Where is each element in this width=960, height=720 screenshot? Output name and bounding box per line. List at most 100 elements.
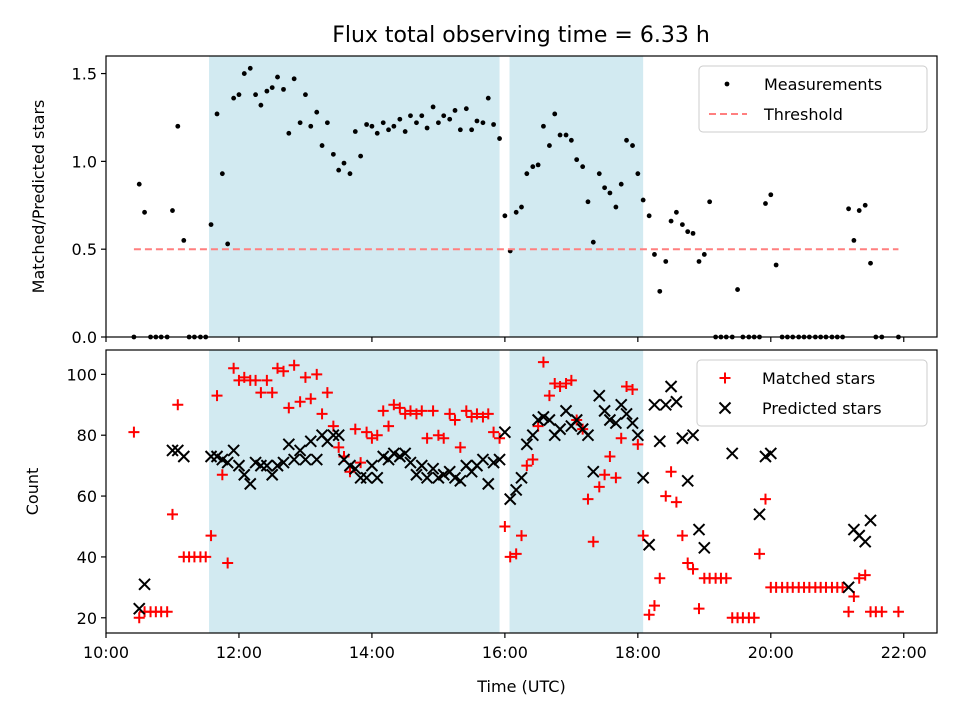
y-tick-label: 0.0 — [72, 328, 97, 347]
plot-frame — [105, 55, 938, 338]
data-point — [283, 402, 295, 414]
data-point — [421, 432, 433, 444]
data-point — [293, 444, 307, 457]
data-point — [537, 356, 549, 368]
legend-label: Measurements — [764, 75, 882, 94]
data-point — [177, 450, 190, 463]
data-point — [673, 209, 679, 215]
data-point — [764, 447, 778, 460]
data-point — [524, 171, 530, 177]
data-point — [291, 76, 297, 82]
data-point — [504, 551, 516, 563]
data-point — [449, 414, 461, 426]
data-point — [311, 368, 323, 380]
data-point — [682, 557, 694, 569]
data-point — [632, 438, 644, 450]
data-point — [436, 120, 441, 126]
y-axis-label: Matched/Predicted stars — [29, 100, 48, 294]
shaded-interval — [209, 350, 500, 633]
data-point — [214, 111, 220, 117]
data-point — [735, 287, 740, 292]
data-point — [419, 113, 425, 119]
data-point — [138, 578, 151, 591]
legend-label: Matched stars — [762, 369, 875, 388]
data-point — [541, 123, 546, 129]
data-point — [349, 423, 361, 435]
data-point — [277, 456, 290, 469]
data-point — [172, 399, 184, 411]
data-point — [530, 164, 536, 170]
data-point — [408, 113, 413, 119]
series-matched-stars — [128, 356, 904, 624]
data-point — [352, 129, 358, 134]
data-point — [630, 143, 635, 148]
data-point — [211, 390, 223, 402]
data-point — [664, 380, 678, 393]
data-point — [327, 428, 340, 442]
data-point — [258, 102, 264, 108]
top-panel: 0.0 0.5 1.0 1.5 Matched/Predicted stars Measu… — [29, 55, 938, 347]
data-point — [565, 374, 577, 386]
data-point — [415, 459, 428, 472]
data-point — [358, 153, 364, 159]
data-point — [437, 468, 450, 481]
data-point — [247, 65, 253, 71]
data-point — [768, 192, 774, 198]
data-point — [574, 157, 580, 163]
data-point — [427, 405, 439, 417]
data-point — [685, 229, 691, 235]
data-point — [862, 202, 868, 208]
data-point — [250, 374, 262, 386]
data-point — [858, 535, 872, 548]
data-point — [621, 381, 633, 393]
data-point — [513, 209, 519, 215]
data-point — [282, 438, 296, 451]
data-point — [581, 428, 595, 442]
data-point — [696, 259, 702, 264]
data-point — [487, 456, 500, 469]
data-point — [602, 185, 607, 191]
data-point — [424, 125, 430, 131]
data-point — [480, 120, 486, 126]
data-point — [133, 602, 146, 615]
data-point — [643, 609, 655, 621]
data-point — [580, 164, 586, 170]
data-point — [321, 387, 333, 399]
data-point — [304, 435, 317, 448]
data-point — [175, 123, 181, 129]
data-point — [663, 259, 669, 264]
legend-label: Threshold — [763, 105, 843, 124]
x-tick-label: 14:00 — [349, 643, 395, 662]
data-point — [493, 453, 506, 466]
data-point — [547, 143, 552, 148]
data-point — [305, 393, 317, 405]
data-point — [266, 387, 278, 399]
data-point — [590, 239, 596, 245]
data-point — [853, 572, 865, 584]
data-point — [554, 381, 566, 393]
x-tick-label: 20:00 — [748, 643, 794, 662]
data-point — [444, 408, 456, 420]
data-point — [447, 116, 453, 122]
data-point — [570, 413, 583, 427]
data-point — [720, 572, 732, 584]
data-point — [236, 92, 242, 98]
data-point — [892, 606, 904, 618]
data-point — [526, 428, 540, 442]
data-point — [333, 441, 345, 453]
data-point — [166, 444, 179, 457]
data-point — [856, 208, 862, 213]
data-point — [648, 398, 661, 411]
data-point — [753, 508, 766, 521]
data-point — [593, 481, 605, 493]
data-point — [491, 122, 496, 127]
data-point — [687, 563, 699, 575]
data-point — [261, 374, 273, 386]
data-point — [701, 252, 707, 257]
data-point — [374, 130, 380, 136]
data-point — [457, 127, 463, 133]
data-point — [225, 241, 231, 247]
y-tick-label: 0.5 — [72, 240, 97, 259]
data-point — [416, 405, 428, 417]
